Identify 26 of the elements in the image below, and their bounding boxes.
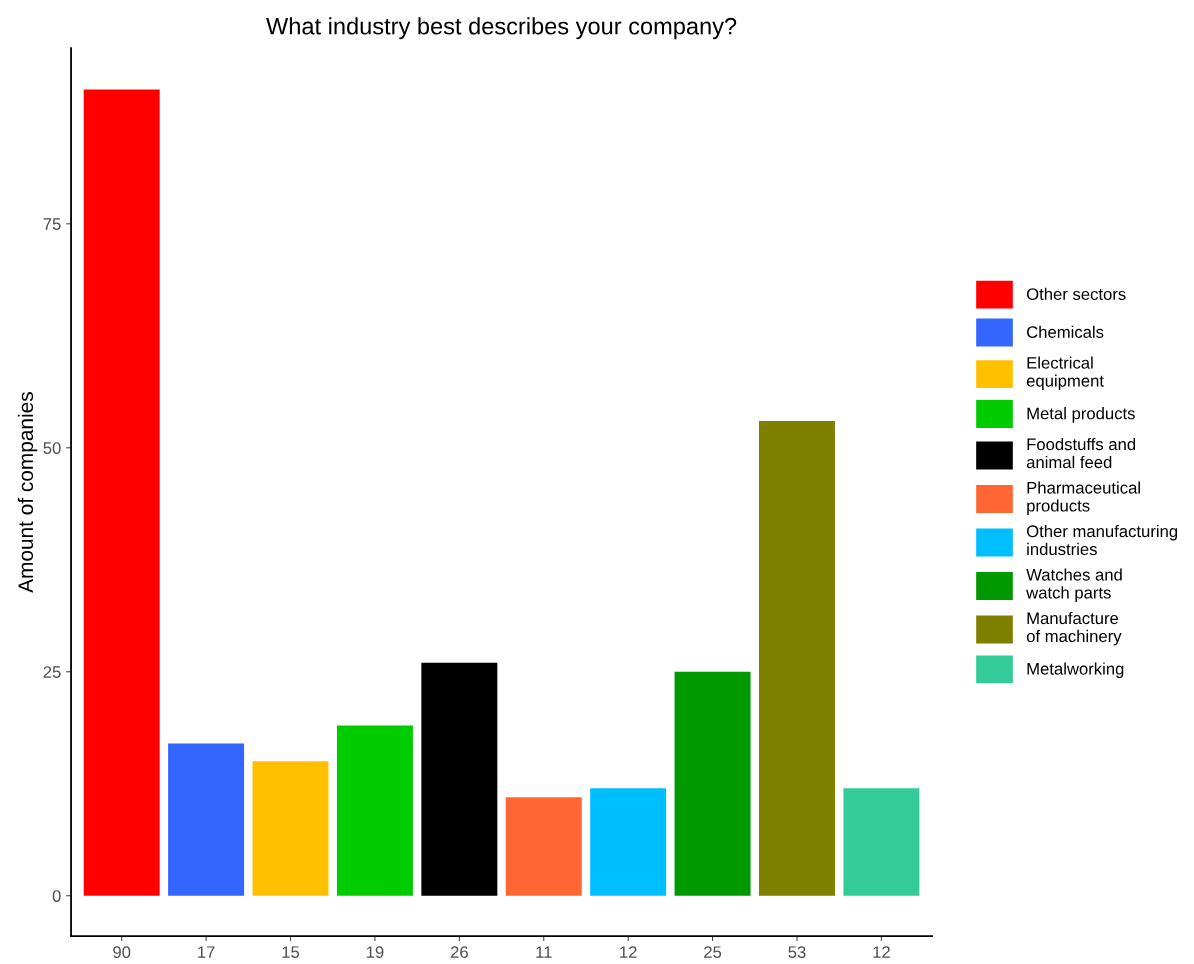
x-tick-label: 26: [450, 946, 468, 959]
legend-label: Other sectors: [1026, 287, 1126, 301]
chart-title: What industry best describes your company?: [266, 17, 737, 40]
y-tick-label: 0: [52, 890, 61, 902]
legend-label: Manufacture of machinery: [1026, 611, 1122, 646]
legend-label: Electrical equipment: [1026, 356, 1104, 391]
legend-label: Chemicals: [1027, 325, 1104, 338]
y-axis-title: Amount of companies: [17, 392, 38, 593]
legend-label: Foodstuffs and animal feed: [1026, 437, 1136, 469]
x-tick-label: 17: [198, 946, 215, 958]
x-tick-label: 90: [113, 946, 131, 959]
x-tick-label: 15: [282, 946, 300, 959]
legend-label: Watches and watch parts: [1026, 568, 1122, 602]
x-tick-label: 12: [620, 946, 637, 958]
legend-label: Metalworking: [1027, 662, 1124, 679]
x-tick-label: 53: [788, 946, 806, 959]
y-tick-label: 75: [43, 218, 61, 230]
legend-label: Pharmaceutical products: [1027, 481, 1140, 515]
y-tick-label: 50: [43, 442, 61, 454]
legend-label: Metal products: [1027, 407, 1135, 423]
x-tick-label: 19: [366, 946, 384, 959]
x-tick-label: 12: [873, 946, 890, 958]
x-tick-label: 11: [536, 946, 552, 958]
x-tick-label: 25: [704, 946, 722, 959]
legend-label: Other manufacturing industries: [1026, 524, 1178, 556]
y-tick-label: 25: [43, 666, 61, 678]
